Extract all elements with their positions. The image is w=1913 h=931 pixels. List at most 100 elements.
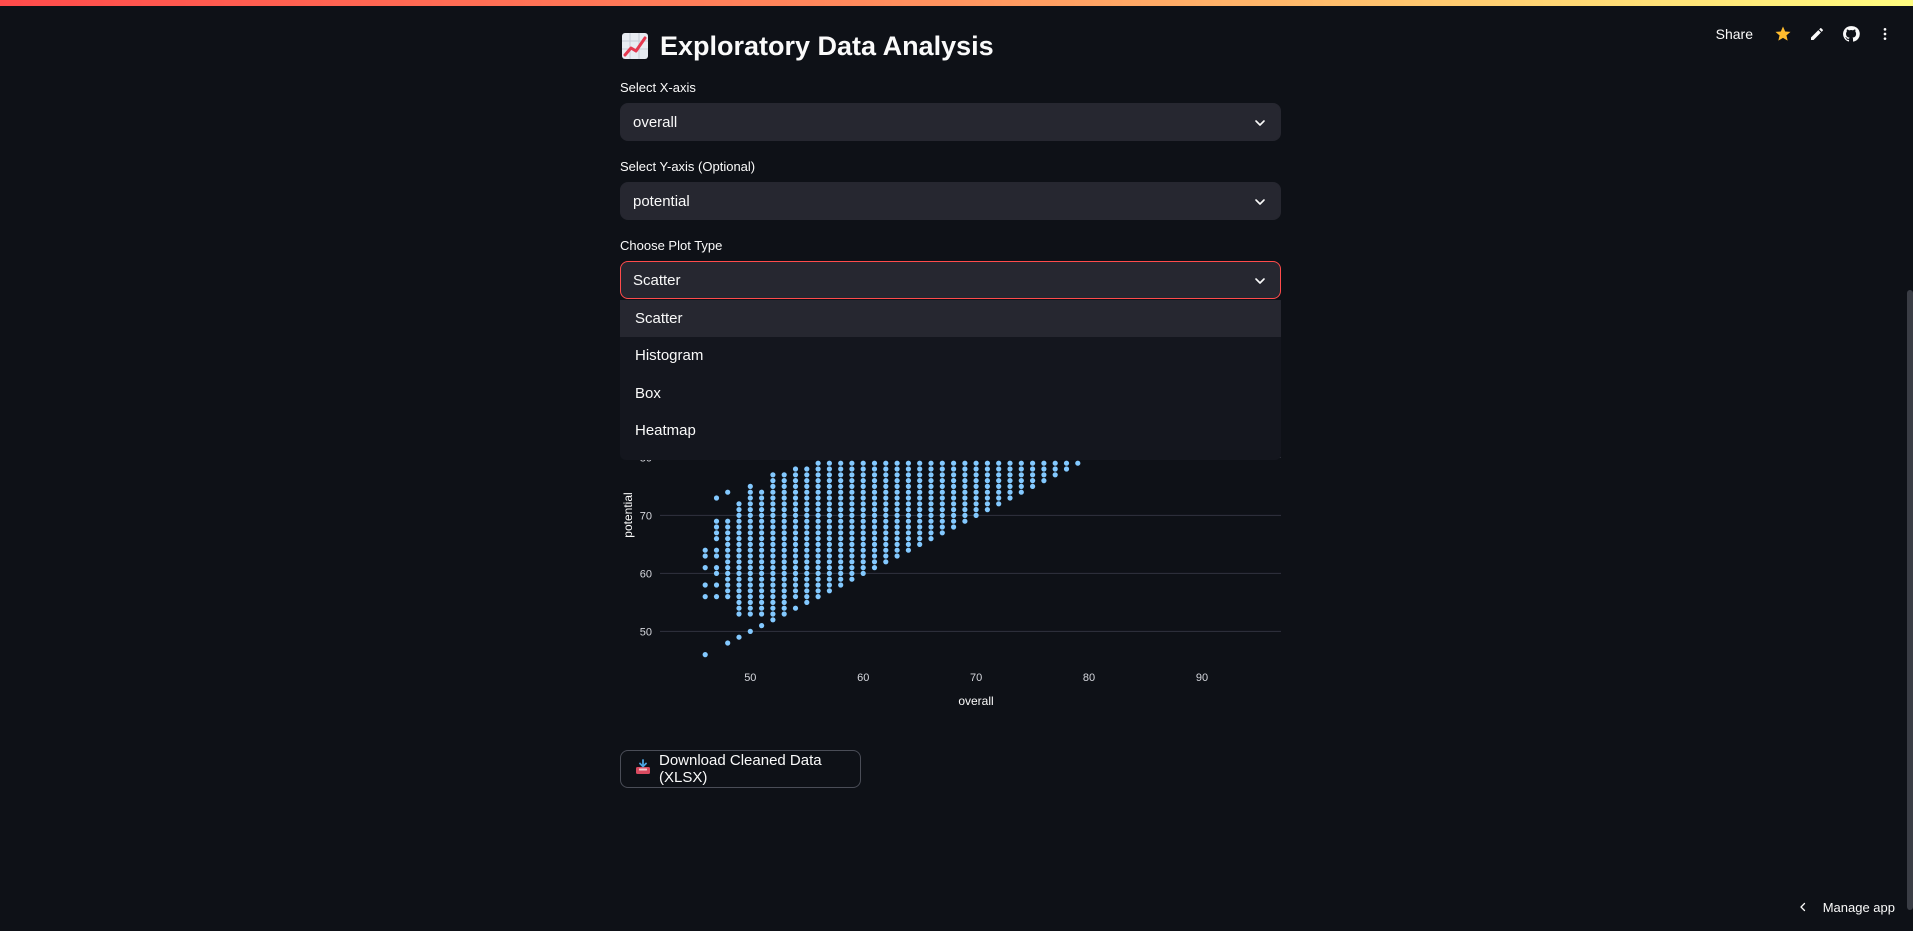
scatter-point: [962, 495, 968, 501]
plot-type-option-box[interactable]: Box: [635, 385, 661, 402]
plot-type-option-scatter[interactable]: Scatter: [620, 300, 1281, 337]
scatter-point: [838, 553, 844, 559]
scatter-point: [849, 524, 855, 530]
scatter-point: [713, 524, 720, 530]
scatter-point: [1007, 466, 1013, 472]
scatter-point: [781, 559, 787, 565]
scatter-point: [759, 582, 765, 588]
scatter-point: [747, 512, 753, 518]
scatter-point: [781, 507, 787, 513]
scatter-point: [804, 530, 810, 536]
scatter-point: [781, 553, 787, 559]
scatter-point: [838, 582, 844, 588]
scatter-point: [984, 483, 990, 489]
scatter-point: [770, 472, 776, 478]
scatter-point: [770, 483, 776, 489]
plot-type-select[interactable]: Scatter: [620, 261, 1281, 299]
scatter-point: [804, 512, 810, 518]
scatter-point: [702, 547, 708, 553]
scatter-point: [973, 478, 979, 484]
scatter-point: [826, 559, 832, 565]
star-icon[interactable]: [1773, 24, 1793, 44]
scatter-point: [996, 478, 1002, 484]
scatter-point: [736, 547, 742, 553]
scatter-point: [781, 611, 787, 617]
scatter-point: [725, 530, 731, 536]
x-axis-select-value: overall: [633, 113, 678, 131]
scatter-point: [838, 559, 844, 565]
scatter-point: [781, 518, 787, 524]
scatter-point: [747, 495, 753, 501]
scatter-point: [860, 536, 866, 542]
x-tick-label: 90: [1196, 672, 1208, 684]
scatter-point: [883, 478, 889, 484]
scatter-point: [770, 512, 776, 518]
scatter-point: [849, 472, 855, 478]
scatter-point: [871, 553, 878, 559]
manage-app-button[interactable]: Manage app: [1797, 897, 1895, 917]
scatter-point: [871, 530, 878, 536]
scatter-point: [883, 472, 889, 478]
y-axis-select[interactable]: potential: [620, 182, 1281, 220]
scatter-point: [702, 582, 708, 588]
scatter-point: [962, 460, 968, 466]
scatter-point: [939, 530, 945, 536]
scatter-point: [815, 495, 821, 501]
scatter-point: [860, 466, 866, 472]
plot-type-option-heatmap[interactable]: Heatmap: [635, 422, 696, 439]
scatter-point: [736, 611, 742, 617]
github-icon[interactable]: [1841, 24, 1861, 44]
scatter-point: [849, 466, 855, 472]
scatter-point: [725, 547, 731, 553]
scatter-point: [804, 536, 810, 542]
scatter-point: [939, 495, 945, 501]
scatter-point: [962, 466, 968, 472]
scatter-point: [849, 570, 855, 576]
chevron-down-icon: [1255, 199, 1265, 205]
scatter-point: [939, 478, 945, 484]
scatter-point: [894, 495, 900, 501]
x-axis-select[interactable]: overall: [620, 103, 1281, 141]
y-axis-select-value: potential: [633, 192, 690, 210]
pencil-icon[interactable]: [1807, 24, 1827, 44]
scatter-point: [838, 565, 844, 571]
scatter-point: [860, 501, 866, 507]
scatter-point: [725, 559, 731, 565]
scatter-point: [962, 507, 968, 513]
scatter-point: [838, 541, 844, 547]
scatter-point: [804, 582, 810, 588]
scatter-point: [894, 530, 900, 536]
scatter-point: [759, 623, 765, 629]
scatter-point: [736, 559, 742, 565]
scatter-point: [894, 518, 900, 524]
scatter-point: [849, 518, 855, 524]
scatter-point: [849, 478, 855, 484]
scatter-point: [905, 530, 911, 536]
scatter-point: [781, 495, 787, 501]
scatter-point: [1052, 472, 1058, 478]
share-button[interactable]: Share: [1715, 26, 1753, 42]
scatter-point: [792, 507, 799, 513]
scatter-point: [917, 478, 923, 484]
scatter-point: [1075, 460, 1081, 466]
scatter-point: [747, 541, 753, 547]
scatter-point: [725, 524, 731, 530]
scatter-point: [736, 541, 742, 547]
scatter-point: [759, 599, 765, 605]
scatter-chart[interactable]: 506070805060708090 overall potential: [620, 440, 1281, 720]
scatter-point: [770, 576, 776, 582]
scatter-point: [770, 541, 776, 547]
scatter-point: [928, 512, 934, 518]
scatter-point: [702, 652, 708, 658]
more-vertical-icon[interactable]: [1875, 24, 1895, 44]
download-button[interactable]: Download Cleaned Data (XLSX): [620, 750, 861, 788]
scatter-point: [747, 518, 753, 524]
scatter-point: [826, 588, 832, 594]
page-scrollbar[interactable]: [1907, 290, 1913, 910]
scatter-point: [928, 472, 934, 478]
scatter-point: [759, 553, 765, 559]
scatter-point: [849, 541, 855, 547]
page-title-text: Exploratory Data Analysis: [660, 30, 994, 61]
plot-type-option-histogram[interactable]: Histogram: [635, 347, 704, 364]
scatter-point: [951, 483, 957, 489]
